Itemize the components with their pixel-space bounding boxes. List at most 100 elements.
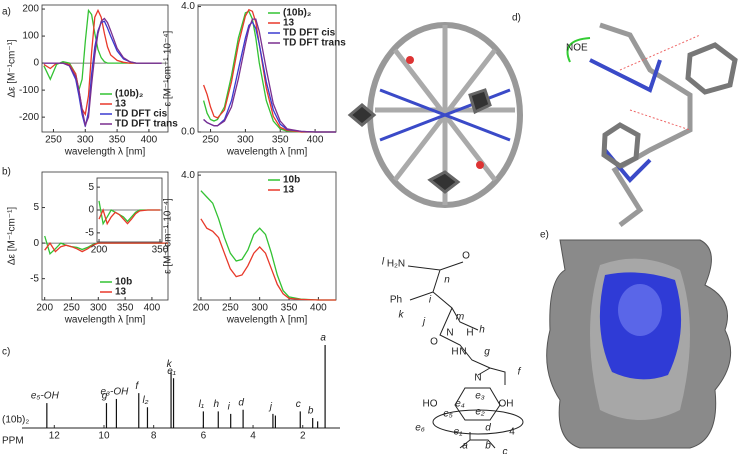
- structure-label: n: [444, 275, 450, 286]
- y-axis-label: ε [M⁻¹cm⁻¹·10⁻⁴]: [163, 30, 174, 106]
- y-axis-label: Δε [M⁻¹cm⁻¹]: [7, 207, 18, 266]
- x-tick-label: 200: [193, 303, 210, 314]
- y-tick-label: -100: [19, 85, 39, 96]
- structure-label: N: [446, 328, 453, 339]
- structure-label: f: [518, 367, 522, 378]
- x-tick-label: 350: [109, 135, 126, 146]
- y-tick-label: 0: [33, 238, 39, 249]
- structure-label: e₆: [415, 423, 425, 434]
- legend-label: 13: [283, 185, 295, 196]
- y-tick-label: 5: [33, 202, 39, 213]
- x-tick-label: 2: [300, 431, 306, 442]
- x-axis-label: wavelength λ [nm]: [64, 147, 146, 158]
- peak-label: f: [135, 381, 139, 392]
- x-tick-label: 250: [222, 303, 239, 314]
- peak-label: l₁: [199, 399, 204, 410]
- x-tick-label: 300: [77, 135, 94, 146]
- peak-label: g: [102, 391, 108, 402]
- plot-frame: [41, 171, 169, 301]
- structure-label: e₁: [454, 427, 463, 438]
- x-axis-label: PPM: [2, 436, 24, 447]
- x-tick-label: 400: [144, 303, 161, 314]
- y-tick-label: 0: [88, 205, 94, 216]
- legend-label: 10b: [115, 277, 132, 288]
- legend-label: 13: [283, 18, 295, 29]
- y-tick-label: 4.0: [181, 170, 195, 181]
- structure-label: b: [485, 441, 491, 452]
- series-line: [44, 241, 168, 253]
- series-line: [202, 10, 336, 133]
- x-axis-label: wavelength λ [nm]: [64, 315, 146, 326]
- plot-frame: [96, 177, 163, 243]
- structure-label: 4: [509, 427, 515, 438]
- peak-label: a: [320, 333, 326, 344]
- structure-label: m: [456, 312, 464, 323]
- series-line: [98, 208, 160, 226]
- structure-label: N: [459, 347, 466, 358]
- plot-frame: [41, 4, 169, 133]
- y-axis-label: ε [M⁻¹cm⁻¹·10⁻⁴]: [163, 198, 174, 274]
- panel-label: d): [512, 13, 521, 24]
- y-tick-label: 200: [22, 4, 39, 15]
- legend-label: TD DFT trans: [115, 119, 178, 130]
- structure-label: O: [462, 251, 470, 262]
- peak-label: b: [308, 406, 314, 417]
- structure-label: k: [399, 310, 405, 321]
- peak-label: l₂: [142, 395, 148, 406]
- series-line: [43, 8, 162, 117]
- y-tick-label: -200: [19, 112, 39, 123]
- series-line: [200, 190, 336, 301]
- x-tick-label: 10: [98, 431, 110, 442]
- y-tick-label: -5: [85, 227, 94, 238]
- peak-label: i: [228, 402, 231, 413]
- panel-label: a): [2, 7, 11, 18]
- x-tick-label: 300: [237, 135, 254, 146]
- structure-label: N: [474, 373, 481, 384]
- structure-label: e₂: [475, 407, 485, 418]
- structure-label: g: [484, 347, 490, 358]
- series-line: [200, 218, 336, 301]
- structure-label: c: [503, 447, 508, 454]
- y-tick-label: -5: [30, 273, 39, 284]
- x-tick-label: 200: [36, 303, 53, 314]
- y-tick-label: 0.0: [181, 127, 195, 138]
- y-tick-label: 100: [22, 31, 39, 42]
- panel-label: b): [2, 167, 11, 178]
- x-tick-label: 300: [251, 303, 268, 314]
- legend-label: (10b)₂: [283, 8, 311, 19]
- peak-label: c: [296, 399, 301, 410]
- legend-label: (10b)₂: [115, 89, 143, 100]
- legend-label: 13: [115, 287, 127, 298]
- surface-render: [546, 239, 732, 449]
- legend-label: 13: [115, 99, 127, 110]
- noe-label: NOE: [566, 43, 588, 54]
- x-tick-label: 200: [91, 245, 108, 256]
- y-tick-label: 5: [88, 182, 94, 193]
- structure-label: H: [451, 347, 458, 358]
- x-tick-label: 300: [90, 303, 107, 314]
- series-line: [202, 8, 336, 133]
- capsule-render: [347, 22, 523, 208]
- structure-label: j: [421, 317, 426, 328]
- y-tick-label: 0: [33, 58, 39, 69]
- x-tick-label: 350: [117, 303, 134, 314]
- panel-label: c): [2, 347, 10, 358]
- x-axis-label: wavelength λ [nm]: [226, 315, 308, 326]
- panel-label: e): [540, 230, 549, 241]
- structure-label: d: [485, 423, 491, 434]
- legend-label: TD DFT cis: [115, 109, 168, 120]
- structure-label: h: [479, 325, 485, 336]
- legend-label: TD DFT trans: [283, 38, 346, 49]
- structure-label: OH: [499, 399, 514, 410]
- structure-label: H: [466, 328, 473, 339]
- peak-label: d: [238, 397, 244, 408]
- y-axis-label: Δε [M⁻¹cm⁻¹]: [7, 39, 18, 98]
- series-line: [98, 200, 160, 226]
- x-tick-label: 350: [281, 303, 298, 314]
- x-tick-label: 12: [49, 431, 61, 442]
- plot-frame: [197, 171, 337, 301]
- structure-label: HO: [423, 399, 438, 410]
- structure-label: a: [462, 441, 468, 452]
- structure-label: O: [430, 337, 438, 348]
